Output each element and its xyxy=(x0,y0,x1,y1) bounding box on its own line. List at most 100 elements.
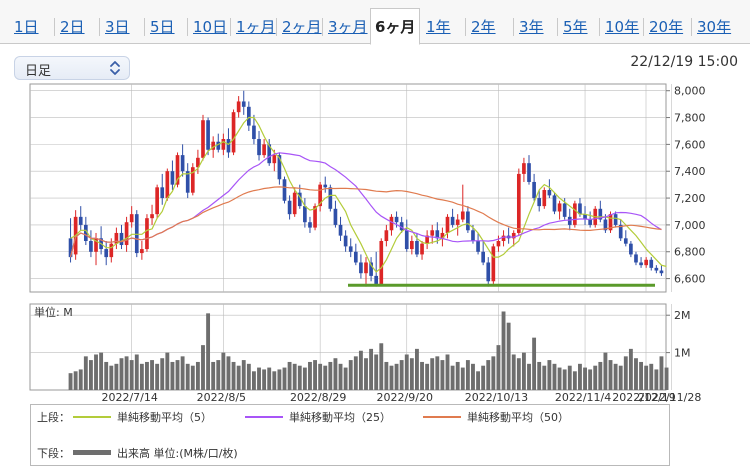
tab-7[interactable]: 3ヶ月 xyxy=(328,18,368,36)
candle-body xyxy=(303,206,307,223)
legend-upper-label: 上段： xyxy=(37,411,70,424)
price-tick-label: 7,600 xyxy=(674,138,706,151)
candle-body xyxy=(404,230,409,250)
stock-chart: 8,000 7,800 7,600 7,400 7,200 7,000 6,800 6,600… xyxy=(29,83,706,404)
volume-bar xyxy=(567,365,572,390)
candle-body xyxy=(165,171,170,199)
volume-bar xyxy=(313,360,317,390)
tab-12[interactable]: 5年 xyxy=(563,18,588,36)
volume-bar xyxy=(511,354,516,390)
volume-bar xyxy=(659,356,664,390)
candle-body xyxy=(190,167,195,193)
volume-bar xyxy=(430,358,435,390)
volume-bar xyxy=(287,361,292,390)
candle-body xyxy=(547,190,552,196)
volume-bar xyxy=(547,360,552,390)
tab-separator xyxy=(99,18,100,36)
candle-body xyxy=(623,238,628,244)
candle-body xyxy=(445,216,450,233)
volume-bar xyxy=(262,369,267,390)
tab-0[interactable]: 1日 xyxy=(14,18,39,36)
legend-ma25: 単純移動平均（25） xyxy=(289,411,391,424)
volume-bar xyxy=(460,367,465,390)
tab-11[interactable]: 3年 xyxy=(519,18,544,36)
candlesticks xyxy=(68,90,664,287)
tab-4[interactable]: 10日 xyxy=(193,18,228,36)
tab-3[interactable]: 5日 xyxy=(150,18,175,36)
volume-bar xyxy=(603,352,608,390)
tab-separator xyxy=(557,18,558,36)
legend-volume: 出来高 単位:(M株/口/枚) xyxy=(117,447,238,460)
volume-bar xyxy=(257,367,261,390)
volume-bar xyxy=(221,352,226,390)
candle-body xyxy=(231,112,236,153)
volume-bar xyxy=(353,356,358,390)
legend-lower-row: 下段： 出来高 単位:(M株/口/枚) xyxy=(37,445,437,461)
volume-bar xyxy=(175,360,180,390)
volume-bar xyxy=(282,367,287,390)
legend-lower-label: 下段： xyxy=(37,447,70,460)
volume-bar xyxy=(364,358,368,390)
candle-body xyxy=(313,206,317,228)
candle-body xyxy=(353,251,358,263)
tab-separator xyxy=(465,18,466,36)
volume-bar xyxy=(552,363,557,390)
candle-body xyxy=(460,211,465,220)
candle-body xyxy=(247,106,251,126)
candle-body xyxy=(649,259,654,268)
candle-body xyxy=(155,187,159,215)
volume-bar xyxy=(521,352,526,390)
tab-15[interactable]: 30年 xyxy=(697,18,732,36)
candle-body xyxy=(160,187,165,199)
candle-body xyxy=(150,214,154,219)
candle-body xyxy=(78,216,83,225)
candle-body xyxy=(94,238,98,252)
candle-body xyxy=(185,171,190,193)
volume-bar xyxy=(496,345,501,390)
candle-body xyxy=(629,243,633,255)
volume-bar xyxy=(471,363,475,390)
tab-10[interactable]: 2年 xyxy=(471,18,496,36)
axis-labels: 8,000 7,800 7,600 7,400 7,200 7,000 6,800 6,600… xyxy=(34,85,706,404)
candle-body xyxy=(282,179,287,201)
candle-body xyxy=(471,230,475,242)
candle-body xyxy=(450,216,455,225)
volume-bar xyxy=(389,365,394,390)
candle-body xyxy=(578,203,582,215)
volume-bar xyxy=(501,311,506,390)
candle-body xyxy=(201,120,205,158)
tab-2[interactable]: 3日 xyxy=(105,18,130,36)
volume-bar xyxy=(491,356,496,390)
legend-ma5-swatch xyxy=(73,416,111,418)
price-tick-label: 7,000 xyxy=(674,219,706,232)
tab-1[interactable]: 2日 xyxy=(60,18,85,36)
volume-bar xyxy=(664,367,669,390)
candle-body xyxy=(323,184,328,188)
volume-bar xyxy=(272,371,277,390)
volume-bar xyxy=(165,352,170,390)
legend-ma50-swatch xyxy=(423,416,461,418)
volume-bar xyxy=(440,360,445,390)
tab-14[interactable]: 20年 xyxy=(649,18,684,36)
tab-8[interactable]: 6ヶ月 xyxy=(370,8,421,45)
tab-13[interactable]: 10年 xyxy=(605,18,640,36)
volume-bar xyxy=(68,373,73,390)
tab-6[interactable]: 2ヶ月 xyxy=(282,18,322,36)
timestamp: 22/12/19 15:00 xyxy=(630,54,738,70)
candle-body xyxy=(104,249,109,258)
candle-body xyxy=(384,230,389,242)
candle-body xyxy=(292,192,297,215)
volume-bar xyxy=(180,356,185,390)
candle-body xyxy=(420,243,424,255)
x-tick-label: 2022/11/28 xyxy=(638,391,701,404)
tab-5[interactable]: 1ヶ月 xyxy=(236,18,276,36)
volume-bar xyxy=(119,358,124,390)
volume-bar xyxy=(241,360,246,390)
tab-9[interactable]: 1年 xyxy=(426,18,451,36)
candle-body xyxy=(369,262,373,276)
volume-bar xyxy=(613,363,618,390)
period-select[interactable]: 日足 xyxy=(14,56,130,80)
candle-body xyxy=(532,181,536,199)
volume-bar xyxy=(415,348,419,390)
volume-bar xyxy=(537,361,542,390)
